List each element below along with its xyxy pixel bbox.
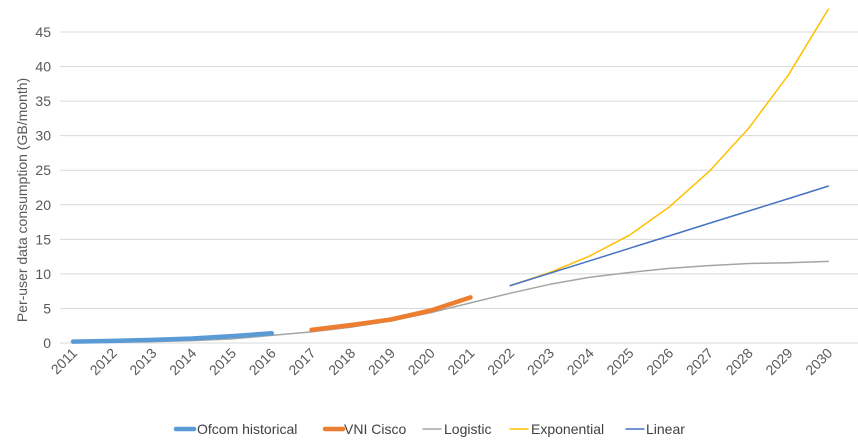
x-tick-label: 2019 — [365, 345, 398, 378]
x-tick-label: 2017 — [285, 345, 318, 378]
legend-label: Logistic — [444, 421, 491, 437]
legend-label: Linear — [646, 421, 685, 437]
y-tick-label: 15 — [35, 231, 51, 247]
x-tick-label: 2027 — [683, 345, 716, 378]
series-lines — [70, 8, 830, 344]
x-axis-ticks: 2011 2012 2013 2014 2015 2016 2017 2018 2019 2020… — [48, 345, 836, 378]
y-tick-label: 20 — [35, 197, 51, 213]
x-tick-label: 2023 — [524, 345, 557, 378]
legend-label: Exponential — [531, 421, 604, 437]
x-tick-label: 2014 — [166, 345, 199, 378]
gridlines — [60, 31, 858, 309]
y-tick-label: 10 — [35, 266, 51, 282]
y-tick-label: 45 — [35, 24, 51, 40]
x-tick-label: 2020 — [405, 345, 438, 378]
x-tick-label: 2028 — [723, 345, 756, 378]
x-tick-label: 2029 — [762, 345, 795, 378]
legend-label: VNI Cisco — [344, 421, 406, 437]
x-tick-label: 2021 — [444, 345, 477, 378]
series-line-exponential — [509, 8, 830, 287]
x-tick-label: 2025 — [603, 345, 636, 378]
x-tick-label: 2013 — [126, 345, 159, 378]
x-tick-label: 2022 — [484, 345, 517, 378]
y-tick-label: 0 — [43, 335, 51, 351]
x-tick-label: 2011 — [48, 345, 81, 378]
series-line-ofcom-historical — [70, 331, 275, 344]
x-tick-label: 2015 — [206, 345, 239, 378]
y-tick-label: 35 — [35, 93, 51, 109]
x-tick-label: 2018 — [325, 345, 358, 378]
y-axis-ticks: 0 5 10 15 20 25 30 35 40 45 — [35, 24, 51, 351]
x-tick-label: 2024 — [564, 345, 597, 378]
y-tick-label: 40 — [35, 59, 51, 75]
series-line-vni-cisco — [309, 295, 473, 333]
y-axis-title: Per-user data consumption (GB/month) — [14, 78, 30, 322]
x-tick-label: 2012 — [87, 345, 120, 378]
x-tick-label: 2016 — [246, 345, 279, 378]
series-line-linear — [509, 185, 830, 287]
legend-label: Ofcom historical — [197, 421, 297, 437]
y-tick-label: 25 — [35, 162, 51, 178]
y-tick-label: 30 — [35, 128, 51, 144]
y-tick-label: 5 — [43, 300, 51, 316]
x-tick-label: 2026 — [643, 345, 676, 378]
x-tick-label: 2030 — [802, 345, 835, 378]
legend: Ofcom historical VNI Cisco Logistic Exponen… — [173, 421, 685, 437]
